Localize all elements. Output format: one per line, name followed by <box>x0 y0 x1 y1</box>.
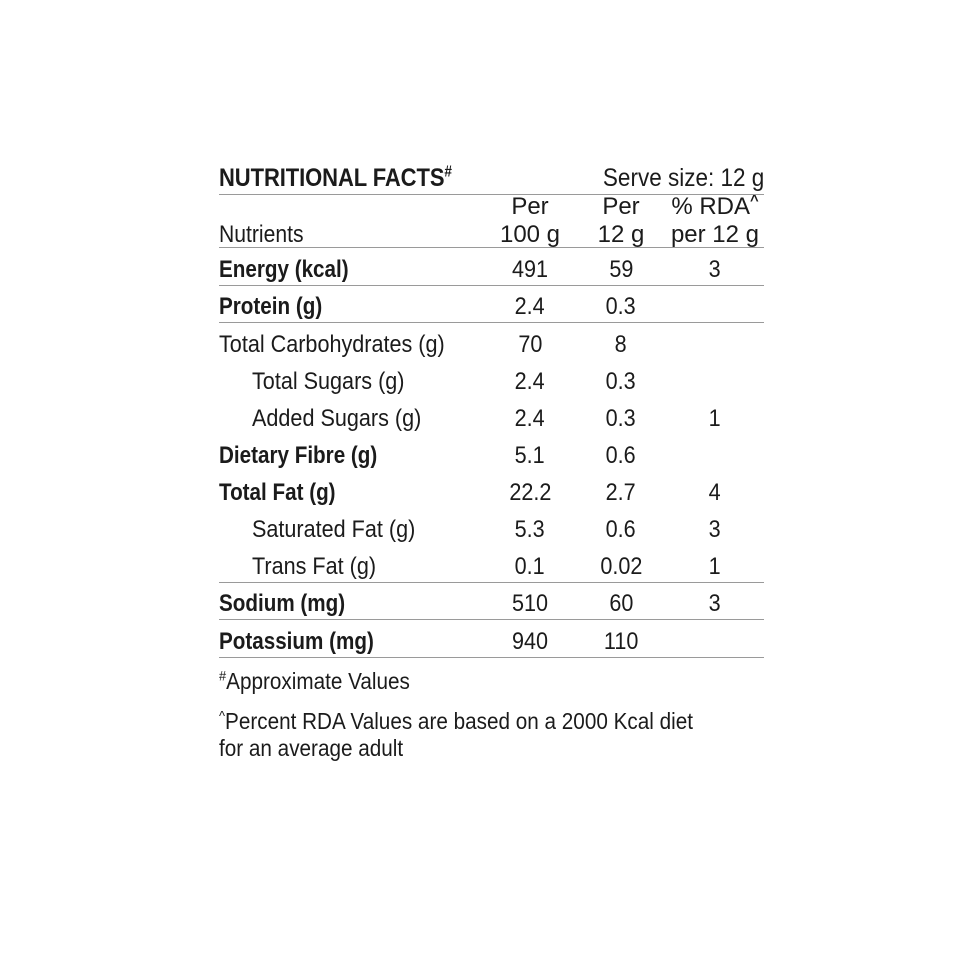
footnote-approximate-values: #Approximate Values <box>219 668 764 695</box>
table-row: Total Carbohydrates (g) 70 8 <box>219 323 764 360</box>
value-per-12g: 60 <box>608 590 634 617</box>
table-row: Sodium (mg) 510 60 3 <box>219 582 764 619</box>
label-header: NUTRITIONAL FACTS# Serve size: 12 g <box>219 164 764 194</box>
value-rda <box>666 620 764 657</box>
value-per-12g: 0.3 <box>605 404 637 432</box>
value-per-100g: 491 <box>511 255 549 283</box>
value-per-100g: 22.2 <box>508 478 552 506</box>
page-title-text: NUTRITIONAL FACTS <box>219 164 445 192</box>
nutrient-name: Total Sugars (g) <box>252 367 405 395</box>
value-per-100g: 2.4 <box>514 404 546 432</box>
value-per-100g: 0.1 <box>514 552 546 580</box>
value-per-12g: 110 <box>603 627 639 655</box>
footnote-text: Approximate Values <box>226 667 410 694</box>
value-rda: 3 <box>708 590 722 617</box>
value-per-12g: 0.6 <box>605 441 637 469</box>
row-rule <box>219 322 764 323</box>
page-title: NUTRITIONAL FACTS# <box>219 164 452 193</box>
table-row: Total Sugars (g) 2.4 0.3 <box>219 360 764 397</box>
value-per-12g: 2.7 <box>605 478 637 506</box>
value-per-12g: 0.3 <box>605 367 637 395</box>
row-rule <box>219 619 764 620</box>
footnote-rda-basis: ^Percent RDA Values are based on a 2000 … <box>219 708 764 762</box>
nutrient-name: Dietary Fibre (g) <box>219 441 378 469</box>
value-per-12g: 0.02 <box>599 552 643 580</box>
value-per-12g: 0.3 <box>605 293 637 320</box>
column-header-rda: % RDA^ per 12 g <box>666 193 764 247</box>
column-header-nutrients: Nutrients <box>219 221 304 248</box>
rda-header-line: % RDA^ <box>671 193 759 220</box>
table-row: Dietary Fibre (g) 5.1 0.6 <box>219 434 764 471</box>
value-per-100g: 940 <box>511 627 549 655</box>
row-rule <box>219 581 764 583</box>
value-rda <box>666 323 764 360</box>
column-header-per-100g: Per 100 g <box>499 193 561 248</box>
value-per-100g: 510 <box>511 590 549 617</box>
nutritional-facts-label: NUTRITIONAL FACTS# Serve size: 12 g Nutr… <box>219 164 764 762</box>
value-rda: 3 <box>708 515 722 543</box>
value-per-100g: 2.4 <box>514 367 546 395</box>
value-rda <box>666 434 764 471</box>
value-per-12g: 59 <box>608 255 634 283</box>
value-per-100g: 5.3 <box>514 515 546 543</box>
nutrient-name: Protein (g) <box>219 293 323 320</box>
row-rule <box>219 284 764 286</box>
value-rda <box>666 285 764 322</box>
table-row: Saturated Fat (g) 5.3 0.6 3 <box>219 508 764 545</box>
table-row: Protein (g) 2.4 0.3 <box>219 285 764 322</box>
table-row: Added Sugars (g) 2.4 0.3 1 <box>219 397 764 434</box>
value-per-100g: 5.1 <box>514 441 546 469</box>
row-rule <box>219 656 764 658</box>
table-head: Nutrients Per 100 g Per 12 g % RDA^ per … <box>219 193 764 248</box>
rule-below-column-headers <box>219 247 764 248</box>
value-per-12g: 0.6 <box>605 515 637 543</box>
value-rda: 3 <box>708 255 722 283</box>
nutrient-name: Total Carbohydrates (g) <box>219 330 445 358</box>
nutrient-name: Trans Fat (g) <box>252 552 377 580</box>
nutrient-name: Total Fat (g) <box>219 478 336 506</box>
value-per-100g: 2.4 <box>514 293 546 320</box>
rda-footnote-marker: ^ <box>750 193 759 209</box>
table-header-row: Nutrients Per 100 g Per 12 g % RDA^ per … <box>219 193 764 248</box>
nutrient-name: Potassium (mg) <box>219 627 374 655</box>
value-rda <box>666 360 764 397</box>
nutrient-name: Added Sugars (g) <box>252 404 422 432</box>
nutrient-name: Saturated Fat (g) <box>252 515 416 543</box>
column-header-per-12g: Per 12 g <box>597 193 645 248</box>
table-row: Energy (kcal) 491 59 3 <box>219 248 764 285</box>
footnote-text: Percent RDA Values are based on a 2000 K… <box>219 707 693 761</box>
table-row: Potassium (mg) 940 110 <box>219 620 764 657</box>
table-row: Total Fat (g) 22.2 2.7 4 <box>219 471 764 508</box>
title-footnote-marker: # <box>444 163 452 181</box>
value-rda: 1 <box>708 404 722 432</box>
nutrient-name: Energy (kcal) <box>219 255 349 283</box>
rule-below-title <box>219 194 764 195</box>
value-per-12g: 8 <box>614 330 628 358</box>
serve-size-text: Serve size: 12 g <box>602 164 764 192</box>
value-rda: 4 <box>708 478 722 506</box>
table-body: Energy (kcal) 491 59 3 Protein (g) 2.4 0.3 Tota… <box>219 248 764 658</box>
nutrient-name: Sodium (mg) <box>219 590 346 617</box>
footnote-marker-caret: ^ <box>219 707 226 724</box>
value-per-100g: 70 <box>517 330 543 358</box>
value-rda: 1 <box>708 552 722 580</box>
nutrition-table: Nutrients Per 100 g Per 12 g % RDA^ per … <box>219 193 764 658</box>
footnotes-block: #Approximate Values ^Percent RDA Values … <box>219 658 764 762</box>
footnote-marker-hash: # <box>219 667 227 684</box>
table-row: Trans Fat (g) 0.1 0.02 1 <box>219 545 764 582</box>
